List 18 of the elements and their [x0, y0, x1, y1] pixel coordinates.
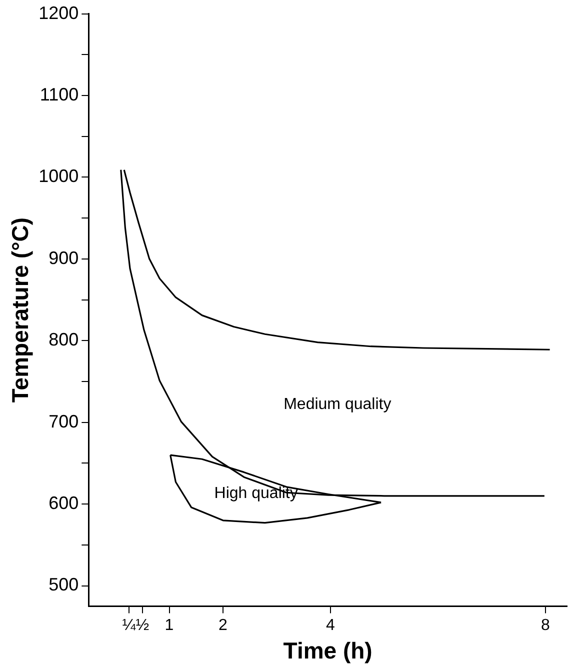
y-tick-label: 600: [48, 493, 79, 514]
x-tick-label: 2: [218, 617, 228, 634]
x-tick-label: 8: [541, 617, 550, 634]
x-tick-label: ¼: [122, 617, 136, 634]
x-axis-title: Time (h): [283, 638, 372, 664]
y-tick-label: 500: [48, 574, 79, 595]
y-tick-label: 800: [48, 330, 79, 350]
y-axis-title: Temperature (°C): [7, 217, 34, 403]
y-tick-label: 1200: [38, 2, 79, 23]
y-tick-label: 700: [48, 411, 79, 432]
y-tick-label: 900: [48, 248, 79, 268]
annotation: Medium quality: [284, 396, 392, 414]
x-tick-label: 4: [326, 617, 336, 634]
x-tick-label: 1: [164, 617, 174, 634]
y-tick-label: 1000: [38, 166, 79, 186]
annotation: High quality: [214, 485, 298, 502]
x-tick-label: ½: [136, 617, 150, 634]
y-tick-label: 1100: [40, 84, 79, 104]
